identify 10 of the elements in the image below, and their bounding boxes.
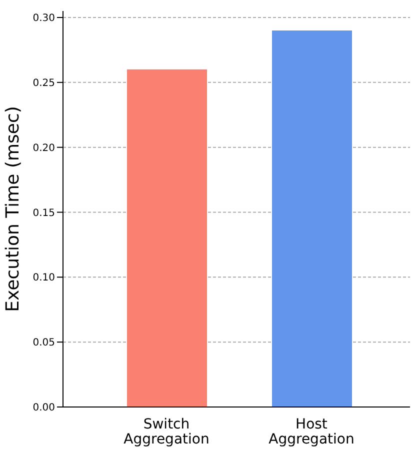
y-tick-label: 0.25	[32, 78, 55, 89]
x-tick-label: Host Aggregation	[268, 416, 354, 448]
y-tick-label: 0.15	[32, 208, 55, 219]
y-tick-label: 0.10	[32, 272, 55, 284]
y-tick-label: 0.20	[32, 142, 55, 154]
y-tick-label: 0.00	[32, 402, 55, 414]
x-tick-label: Switch Aggregation	[124, 416, 210, 448]
y-tick-label: 0.05	[32, 338, 55, 349]
y-tick-label: 0.30	[32, 13, 55, 24]
y-axis-title: Execution Time (msec)	[2, 106, 24, 312]
